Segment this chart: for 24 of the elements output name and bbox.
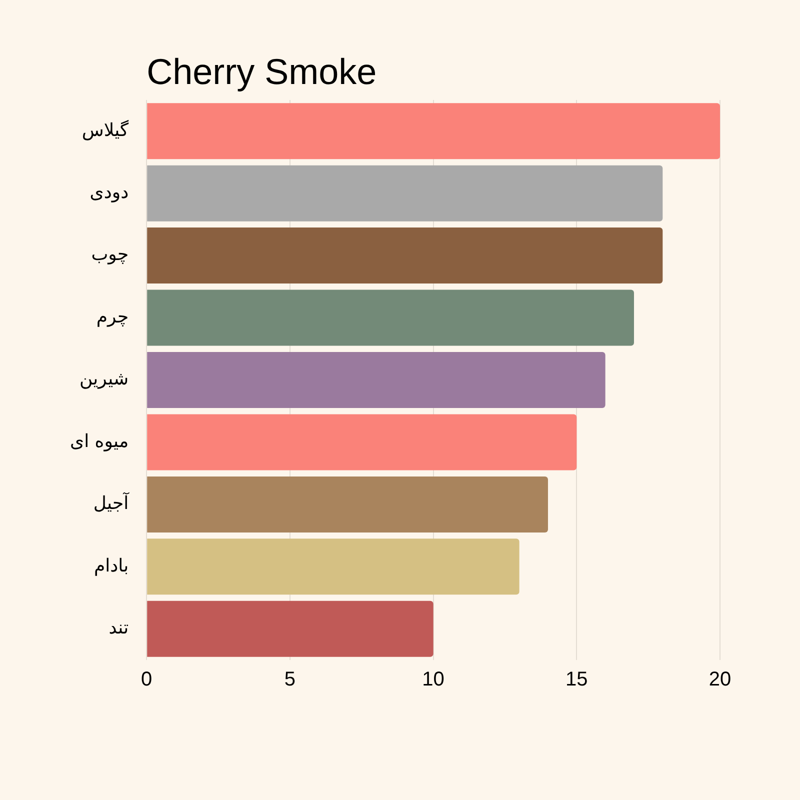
y-tick-label: دودی	[90, 182, 129, 204]
bar	[147, 476, 548, 532]
x-tick-label: 15	[566, 668, 588, 691]
bar	[147, 600, 434, 657]
bar	[147, 228, 663, 284]
y-tick-label: آجیل	[93, 492, 130, 514]
y-tick-label: چوب	[91, 244, 129, 266]
y-tick-label: بادام	[94, 555, 129, 576]
bar	[147, 290, 634, 346]
bar	[147, 538, 520, 595]
x-tick-label: 5	[284, 668, 296, 691]
y-tick-label: چرم	[96, 306, 129, 328]
y-tick-label: تند	[108, 618, 129, 639]
y-tick-label: شیرین	[79, 368, 129, 390]
y-tick-label: میوه ای	[70, 430, 129, 452]
y-tick-label: گیلاس	[82, 118, 130, 141]
x-tick-label: 20	[708, 668, 732, 691]
bar	[147, 103, 720, 160]
x-tick-label: 10	[422, 668, 444, 691]
chart-title: Cherry Smoke	[146, 51, 377, 92]
bar	[147, 352, 606, 408]
bar	[147, 165, 663, 222]
bar	[147, 414, 577, 470]
x-tick-label: 0	[141, 668, 152, 691]
